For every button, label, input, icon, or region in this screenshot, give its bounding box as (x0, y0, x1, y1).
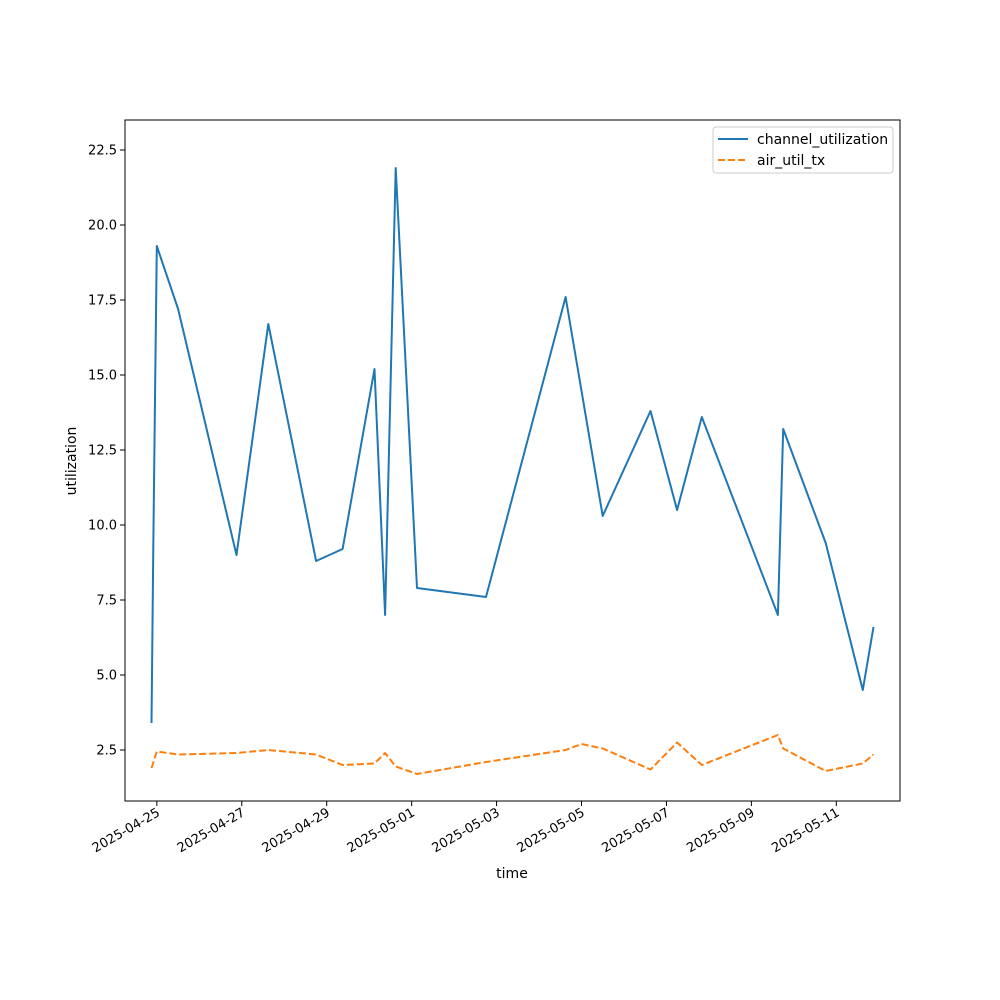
series-line-channel-utilization (150, 167, 875, 724)
y-axis-label: utilization (64, 427, 80, 496)
legend-label-channel-utilization: channel_utilization (757, 132, 888, 148)
y-tick-label: 15.0 (88, 369, 117, 384)
legend-label-air-util-tx: air_util_tx (757, 153, 825, 169)
y-tick-label: 5.0 (96, 669, 117, 684)
y-tick-label: 22.5 (88, 144, 117, 159)
y-axis: 2.5 5.0 7.5 10.0 12.5 15.0 17.5 20.0 22.5 (88, 144, 125, 759)
legend-box (712, 126, 894, 174)
y-tick-label: 20.0 (88, 219, 117, 234)
y-tick-label: 7.5 (96, 594, 117, 609)
plot-frame (124, 119, 901, 802)
y-tick-label: 12.5 (88, 444, 117, 459)
legend: channel_utilization air_util_tx (712, 126, 894, 174)
y-tick-label: 2.5 (96, 744, 117, 759)
plot-lines (150, 167, 875, 775)
x-axis-label: time (496, 866, 528, 882)
y-tick-label: 10.0 (88, 519, 117, 534)
y-tick-label: 17.5 (88, 294, 117, 309)
